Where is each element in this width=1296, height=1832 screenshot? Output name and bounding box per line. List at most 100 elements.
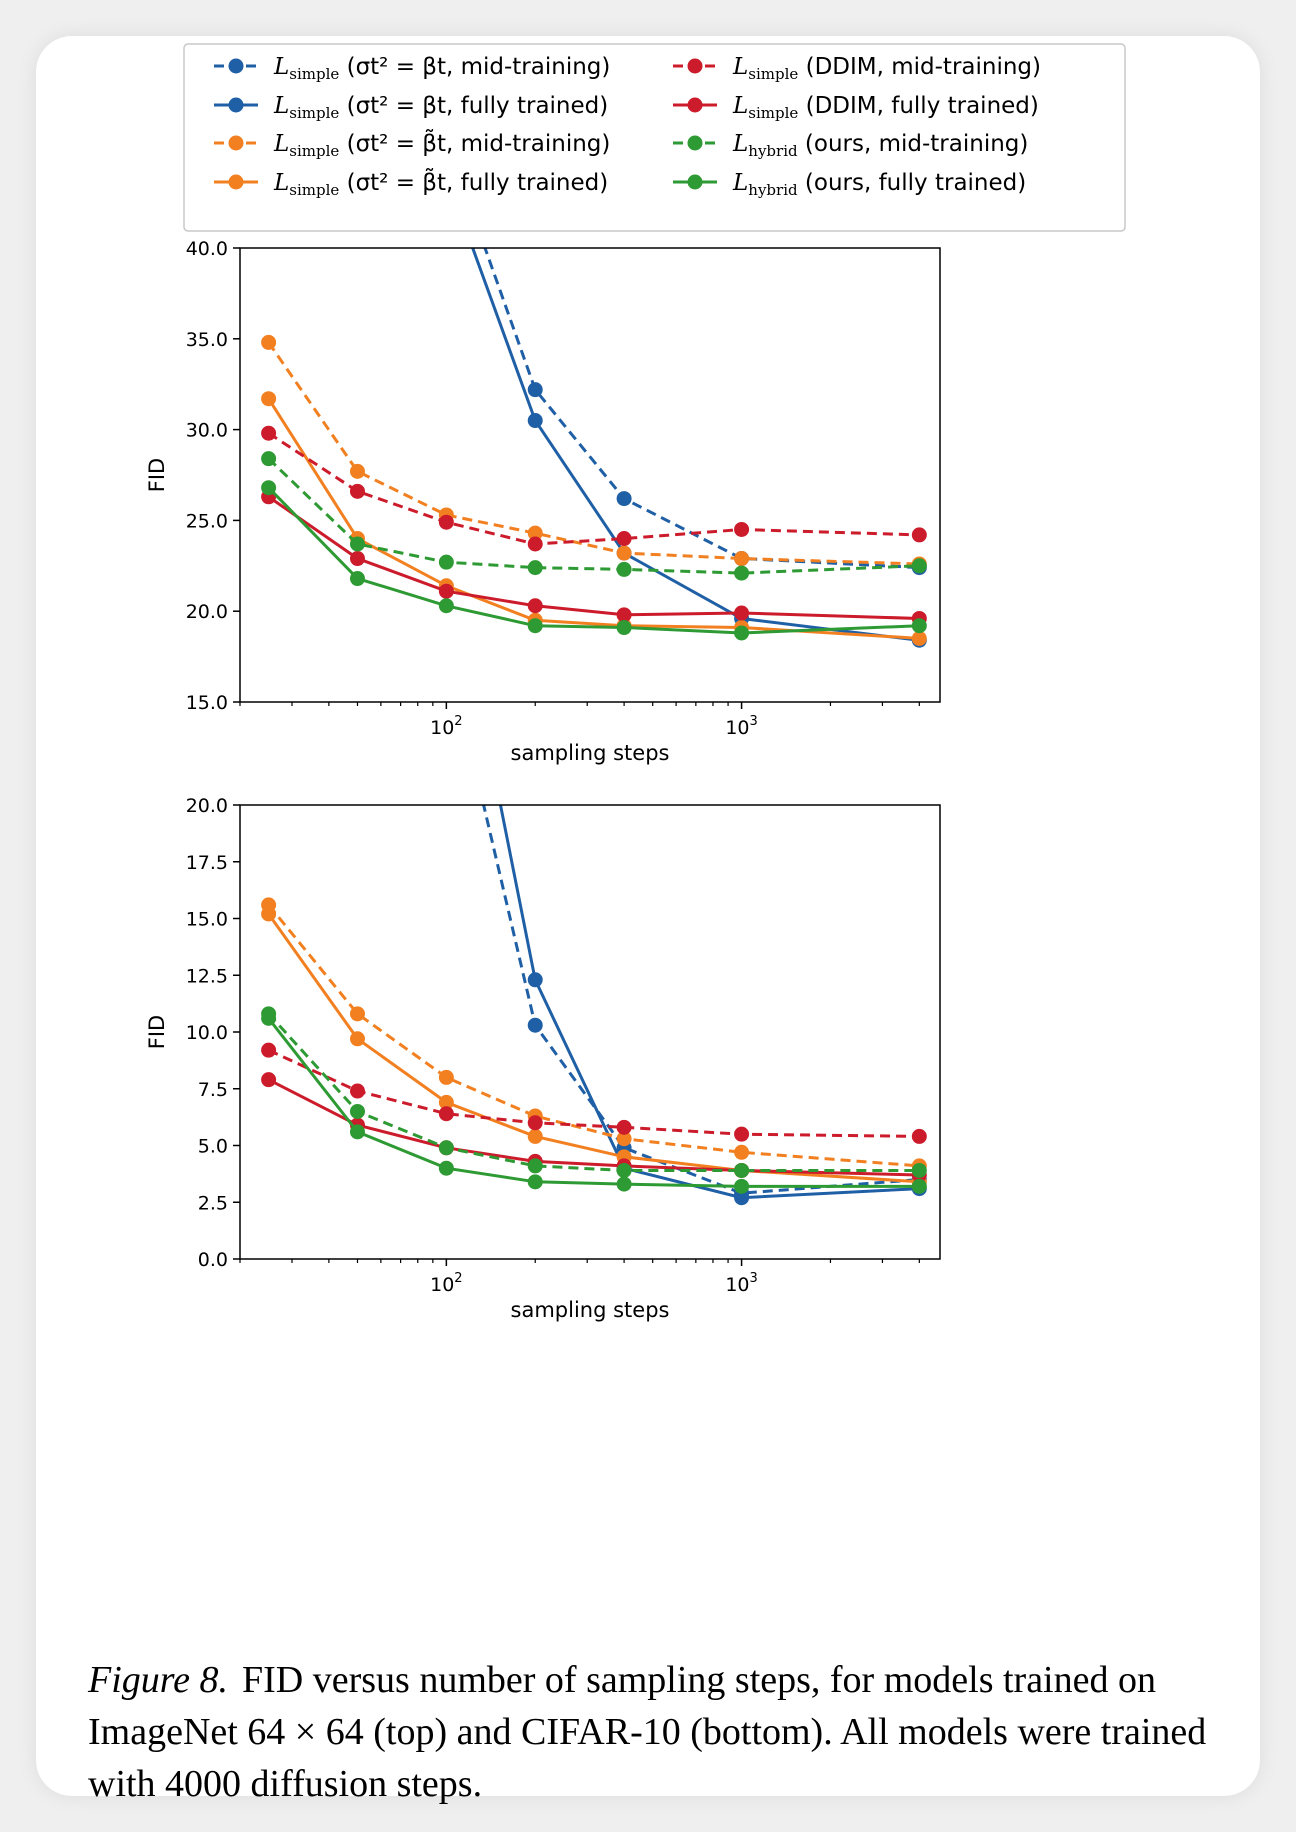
x-tick-label: 102 <box>430 714 462 739</box>
data-point <box>349 483 365 499</box>
data-point <box>616 607 632 623</box>
data-point <box>527 413 543 429</box>
data-point <box>261 1072 277 1088</box>
data-point <box>261 334 277 350</box>
data-point <box>734 521 750 537</box>
data-point <box>616 1176 632 1192</box>
data-point <box>438 583 454 599</box>
y-tick-label: 15.0 <box>186 692 228 714</box>
y-tick-label: 7.5 <box>198 1079 228 1101</box>
data-point <box>438 1160 454 1176</box>
data-point <box>438 1140 454 1156</box>
data-point <box>438 598 454 614</box>
y-axis-label: FID <box>145 1015 169 1049</box>
data-point <box>527 1158 543 1174</box>
y-tick-label: 12.5 <box>186 965 228 987</box>
series-line <box>267 913 920 1184</box>
y-tick-label: 30.0 <box>186 420 228 442</box>
data-point <box>616 545 632 561</box>
data-point <box>616 1162 632 1178</box>
data-point <box>734 1126 750 1142</box>
data-point <box>911 1162 927 1178</box>
plot-frame <box>239 247 941 703</box>
data-point <box>527 525 543 541</box>
data-point <box>261 451 277 467</box>
data-point <box>349 1083 365 1099</box>
data-point <box>616 531 632 547</box>
data-point <box>261 906 277 922</box>
data-point <box>527 1128 543 1144</box>
y-axis-label: FID <box>145 458 169 492</box>
legend-frame <box>183 43 1126 232</box>
y-tick-label: 10.0 <box>186 1022 228 1044</box>
data-point <box>734 625 750 641</box>
x-axis-label: sampling steps <box>511 1298 670 1322</box>
data-point <box>616 491 632 507</box>
caption-label: Figure 8. <box>88 1659 229 1701</box>
series-line <box>267 1048 920 1138</box>
legend-entry-label: Lsimple (DDIM, mid-training) <box>732 54 1041 83</box>
data-point <box>438 1069 454 1085</box>
data-point <box>911 527 927 543</box>
series-line <box>267 1012 920 1172</box>
legend-marker <box>687 174 703 190</box>
caption-text: FID versus number of sampling steps, for… <box>88 1659 1207 1805</box>
data-point <box>734 1190 750 1206</box>
legend-entry-label: Lhybrid (ours, fully trained) <box>732 170 1026 199</box>
data-point <box>527 598 543 614</box>
data-point <box>438 1094 454 1110</box>
data-point <box>527 618 543 634</box>
series-line <box>267 1078 920 1177</box>
data-point <box>527 536 543 552</box>
data-point <box>911 618 927 634</box>
series-line <box>267 397 920 640</box>
data-point <box>911 630 927 646</box>
series-layer <box>261 248 927 648</box>
x-tick-label: 102 <box>430 1271 462 1296</box>
x-tick-label: 103 <box>725 714 757 739</box>
figure-caption: Figure 8. FID versus number of sampling s… <box>88 1654 1278 1810</box>
data-point <box>349 551 365 567</box>
data-point <box>911 1128 927 1144</box>
data-point <box>438 554 454 570</box>
y-tick-label: 17.5 <box>186 852 228 874</box>
data-point <box>527 1115 543 1131</box>
data-point <box>527 1174 543 1190</box>
data-point <box>349 1031 365 1047</box>
y-tick-label: 20.0 <box>186 601 228 623</box>
legend-marker <box>228 97 244 113</box>
y-tick-label: 20.0 <box>186 795 228 817</box>
data-point <box>349 1006 365 1022</box>
data-point <box>734 1178 750 1194</box>
plot-frame <box>239 804 941 1260</box>
data-point <box>261 1010 277 1026</box>
data-point <box>261 391 277 407</box>
legend-entry-label: Lsimple (σt² = βt, mid-training) <box>273 54 610 83</box>
data-point <box>734 551 750 567</box>
legend-marker <box>687 58 703 74</box>
data-point <box>438 514 454 530</box>
y-tick-label: 0.0 <box>198 1249 228 1271</box>
legend-entry-label: Lsimple (σt² = βt, fully trained) <box>273 93 608 122</box>
data-point <box>527 972 543 988</box>
data-point <box>616 620 632 636</box>
series-layer <box>261 805 927 1206</box>
series-line <box>267 431 920 546</box>
data-point <box>616 1131 632 1147</box>
data-point <box>349 536 365 552</box>
legend-marker <box>228 135 244 151</box>
x-tick-label: 103 <box>725 1271 757 1296</box>
imagenet-fid-chart: 15.0 20.0 25.0 30.0 35.0 40.0 102 103 sampling s… <box>145 238 941 765</box>
legend-entry-label: Lsimple (σt² = β̃t, fully trained) <box>273 167 608 199</box>
data-point <box>734 565 750 581</box>
y-tick-label: 35.0 <box>186 329 228 351</box>
data-point <box>911 1178 927 1194</box>
data-point <box>349 1103 365 1119</box>
data-point <box>261 480 277 496</box>
data-point <box>527 382 543 398</box>
legend-entry-label: Lsimple (DDIM, fully trained) <box>732 93 1039 122</box>
data-point <box>911 558 927 574</box>
data-point <box>349 463 365 479</box>
data-point <box>438 1106 454 1122</box>
legend-marker <box>228 58 244 74</box>
